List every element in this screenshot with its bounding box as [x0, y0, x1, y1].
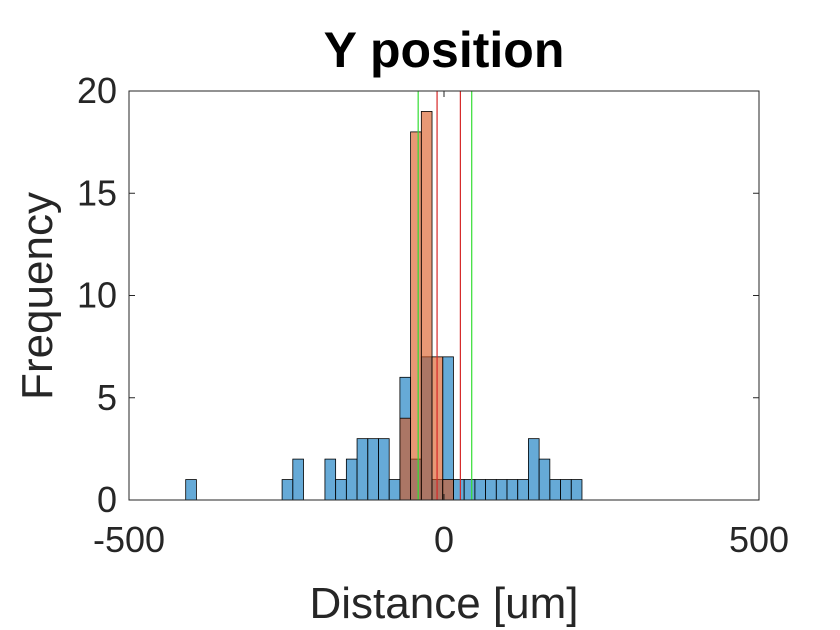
histogram-bar-series-1: [570, 479, 583, 501]
chart-title: Y position: [324, 22, 565, 78]
plot-area: [129, 91, 759, 501]
histogram-bar-series-1: [463, 479, 476, 501]
histogram-bar-series-1: [345, 458, 358, 501]
histogram-bar-series-1: [388, 479, 401, 501]
x-tick-label: 0: [434, 519, 454, 560]
histogram-bar-series-2: [420, 111, 433, 501]
histogram-bar-series-1: [517, 479, 529, 501]
histogram-bar-series-1: [367, 438, 379, 501]
y-tick-label: 15: [77, 172, 117, 213]
histogram-bar-series-1: [528, 438, 540, 501]
histogram-bar-series-1: [453, 479, 465, 501]
histogram-bar-series-1: [335, 479, 347, 501]
histogram-bar-series-1: [549, 479, 561, 501]
y-axis-label: Frequency: [13, 192, 62, 400]
histogram-bar-series-2: [410, 131, 422, 501]
y-tick-label: 5: [97, 377, 117, 418]
histogram-bar-series-1: [538, 458, 551, 501]
x-axis-label: Distance [um]: [310, 579, 579, 628]
histogram-bar-series-1: [356, 438, 369, 501]
y-tick-label: 0: [97, 479, 117, 520]
histogram-bar-series-1: [185, 479, 197, 501]
histogram-bar-series-1: [292, 458, 304, 501]
histogram-bar-series-1: [442, 356, 454, 501]
histogram-bar-series-1: [281, 479, 294, 501]
overlay-area: [128, 90, 760, 501]
histogram-bar-series-1: [506, 479, 519, 501]
y-tick-label: 10: [77, 275, 117, 316]
histogram-bar-series-1: [485, 479, 497, 501]
x-tick-label: 500: [729, 519, 789, 560]
histogram-bar-series-1: [495, 479, 508, 501]
histogram-bar-series-1: [378, 438, 390, 501]
histogram-bar-series-1: [560, 479, 572, 501]
x-tick-label: -500: [93, 519, 165, 560]
histogram-bar-series-1: [474, 479, 486, 501]
histogram-bar-series-1: [324, 458, 337, 501]
histogram-bar-series-2: [399, 417, 412, 501]
y-tick-label: 20: [77, 70, 117, 111]
